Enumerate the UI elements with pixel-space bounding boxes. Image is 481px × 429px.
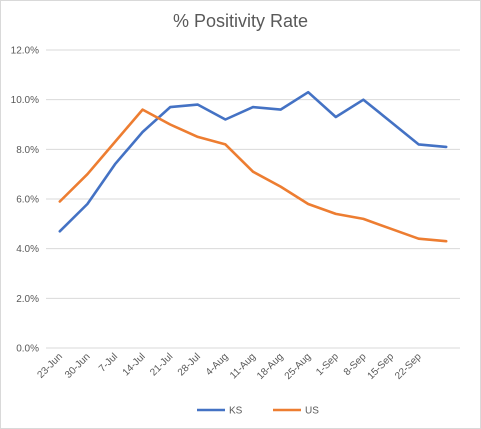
y-tick-label: 4.0% bbox=[16, 244, 39, 255]
y-tick-label: 10.0% bbox=[11, 95, 39, 106]
x-tick-label: 22-Sep bbox=[393, 351, 424, 382]
x-tick-label: 23-Jun bbox=[36, 351, 65, 380]
y-tick-label: 6.0% bbox=[16, 195, 39, 206]
legend-label-ks: KS bbox=[229, 406, 243, 417]
x-tick-label: 4-Aug bbox=[204, 351, 231, 378]
x-tick-label: 21-Jul bbox=[148, 351, 175, 378]
x-tick-label: 28-Jul bbox=[176, 351, 203, 378]
series-line-us bbox=[58, 108, 448, 243]
x-tick-label: 7-Jul bbox=[97, 351, 120, 374]
y-tick-label: 8.0% bbox=[16, 145, 39, 156]
y-tick-label: 2.0% bbox=[16, 294, 39, 305]
series-line-ks bbox=[58, 90, 448, 233]
x-tick-label: 1-Sep bbox=[314, 351, 341, 378]
legend-label-us: US bbox=[305, 406, 319, 417]
x-tick-label: 14-Jul bbox=[121, 351, 148, 378]
x-tick-label: 18-Aug bbox=[255, 351, 286, 382]
x-tick-label: 11-Aug bbox=[228, 351, 258, 381]
x-tick-label: 25-Aug bbox=[283, 351, 314, 382]
y-tick-label: 0.0% bbox=[16, 344, 39, 355]
x-tick-label: 15-Sep bbox=[366, 351, 397, 382]
chart-title: % Positivity Rate bbox=[172, 11, 309, 31]
y-tick-label: 12.0% bbox=[11, 46, 39, 57]
x-tick-label: 30-Jun bbox=[63, 351, 92, 380]
